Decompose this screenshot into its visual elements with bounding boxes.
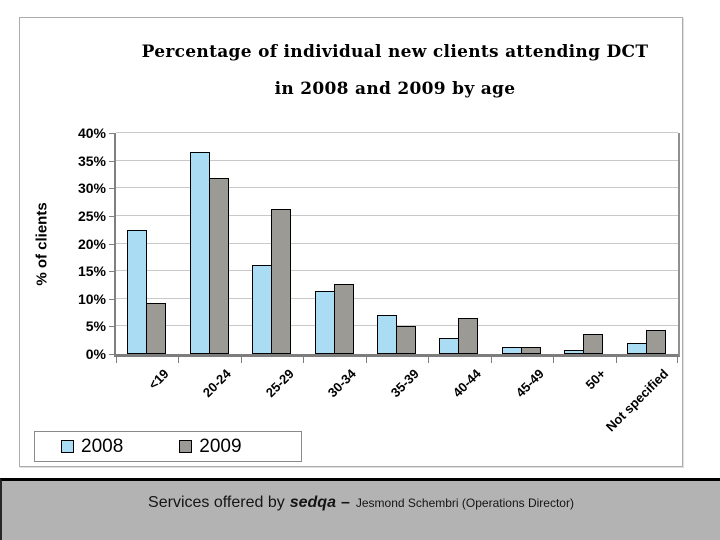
y-axis-tick [109, 215, 116, 217]
y-axis-tick-label: 20% [77, 235, 106, 252]
bar-2008-45-49 [501, 346, 522, 354]
bar-2009-<19 [146, 302, 167, 354]
y-axis-tick [109, 243, 116, 245]
x-axis-label: 35-39 [387, 366, 422, 401]
bar-2009-45-49 [520, 346, 541, 354]
bar-2009-40-44 [458, 317, 479, 354]
y-axis-tick [109, 326, 116, 328]
x-axis-label: Not specified [603, 366, 672, 435]
x-axis-tick [553, 357, 555, 363]
legend-label-2008: 2008 [81, 436, 124, 457]
footer-brand-name: sedqa [289, 494, 336, 511]
x-axis-tick [116, 357, 117, 363]
bar-2009-25-29 [271, 208, 292, 354]
legend: 2008 2009 [34, 431, 302, 462]
gridline-10 [116, 297, 678, 299]
y-axis-tick [109, 188, 116, 190]
gridline-25 [116, 214, 678, 216]
y-axis-tick-label: 35% [77, 152, 106, 169]
x-axis-label: 25-29 [262, 366, 297, 401]
gridline-15 [116, 270, 678, 272]
x-axis-label: 40-44 [449, 366, 485, 401]
chart-title-line1: Percentage of individual new clients att… [141, 42, 649, 62]
legend-item-2008: 2008 [61, 437, 123, 456]
chart-container: Percentage of individual new clients att… [19, 17, 683, 467]
footer-banner: Services offered by sedqa – Jesmond Schembr… [0, 478, 720, 540]
gridline-20 [116, 242, 678, 244]
plot-area: % of clients 0% 5% 10% 15% 20% 25% 30% 35% 40% <1… [34, 125, 680, 434]
y-axis-tick-label: 10% [77, 290, 106, 307]
bar-2008-20-24 [189, 151, 210, 354]
bar-2008-40-44 [439, 337, 460, 354]
gridline-30 [116, 187, 678, 189]
bar-2009-35-39 [396, 326, 416, 354]
x-axis-tick [178, 357, 180, 363]
x-axis-label: <19 [145, 366, 172, 393]
bar-2008-50+ [564, 349, 585, 354]
footer-text: Services offered by [148, 494, 285, 511]
bar-2009-30-34 [333, 284, 354, 354]
y-axis-tick [109, 298, 116, 300]
x-axis-label: 50+ [582, 366, 609, 393]
legend-item-2009: 2009 [179, 436, 242, 457]
bar-2008-35-39 [377, 315, 397, 354]
bar-2008-Not specified [626, 342, 647, 354]
y-axis-tick-label: 40% [77, 125, 106, 141]
gridline-5 [116, 325, 678, 327]
gridline-40 [116, 132, 678, 133]
bar-2008-<19 [127, 230, 148, 354]
gridline-35 [116, 159, 678, 161]
chart-title-line2: in 2008 and 2009 by age [274, 79, 516, 99]
x-axis-tick [303, 357, 305, 363]
bar-2009-50+ [583, 333, 604, 354]
y-axis-tick-label: 0% [85, 346, 106, 362]
bar-2008-25-29 [252, 264, 273, 354]
x-axis-tick [677, 357, 678, 363]
x-axis-label: 30-34 [325, 366, 360, 401]
y-axis-tick [109, 354, 116, 355]
bar-2008-30-34 [314, 291, 335, 354]
x-axis-tick [365, 357, 367, 363]
footer-dash: – [340, 494, 350, 511]
y-axis-tick-label: 15% [77, 263, 106, 280]
y-axis-tick-label: 25% [77, 207, 106, 224]
y-axis-tick [109, 160, 116, 162]
x-axis-label: 45-49 [512, 366, 547, 401]
legend-label-2009: 2009 [199, 436, 242, 457]
x-axis-tick [428, 357, 430, 363]
x-axis-tick [615, 357, 617, 363]
footer-credit: Jesmond Schembri (Operations Director) [355, 496, 574, 510]
bar-2009-Not specified [645, 330, 666, 354]
y-axis-title: % of clients [33, 201, 51, 286]
x-axis-label: 20-24 [200, 366, 235, 401]
y-axis-tick [109, 133, 116, 134]
x-axis-tick [490, 357, 492, 363]
y-axis-tick-label: 5% [85, 318, 106, 335]
y-axis-tick [109, 271, 116, 273]
y-axis-tick-label: 30% [77, 180, 106, 197]
bar-2009-20-24 [208, 177, 229, 354]
x-axis-tick [240, 357, 242, 363]
legend-swatch-2008 [61, 440, 74, 453]
legend-swatch-2009 [179, 440, 193, 453]
chart-title: Percentage of individual new clients att… [114, 34, 676, 108]
